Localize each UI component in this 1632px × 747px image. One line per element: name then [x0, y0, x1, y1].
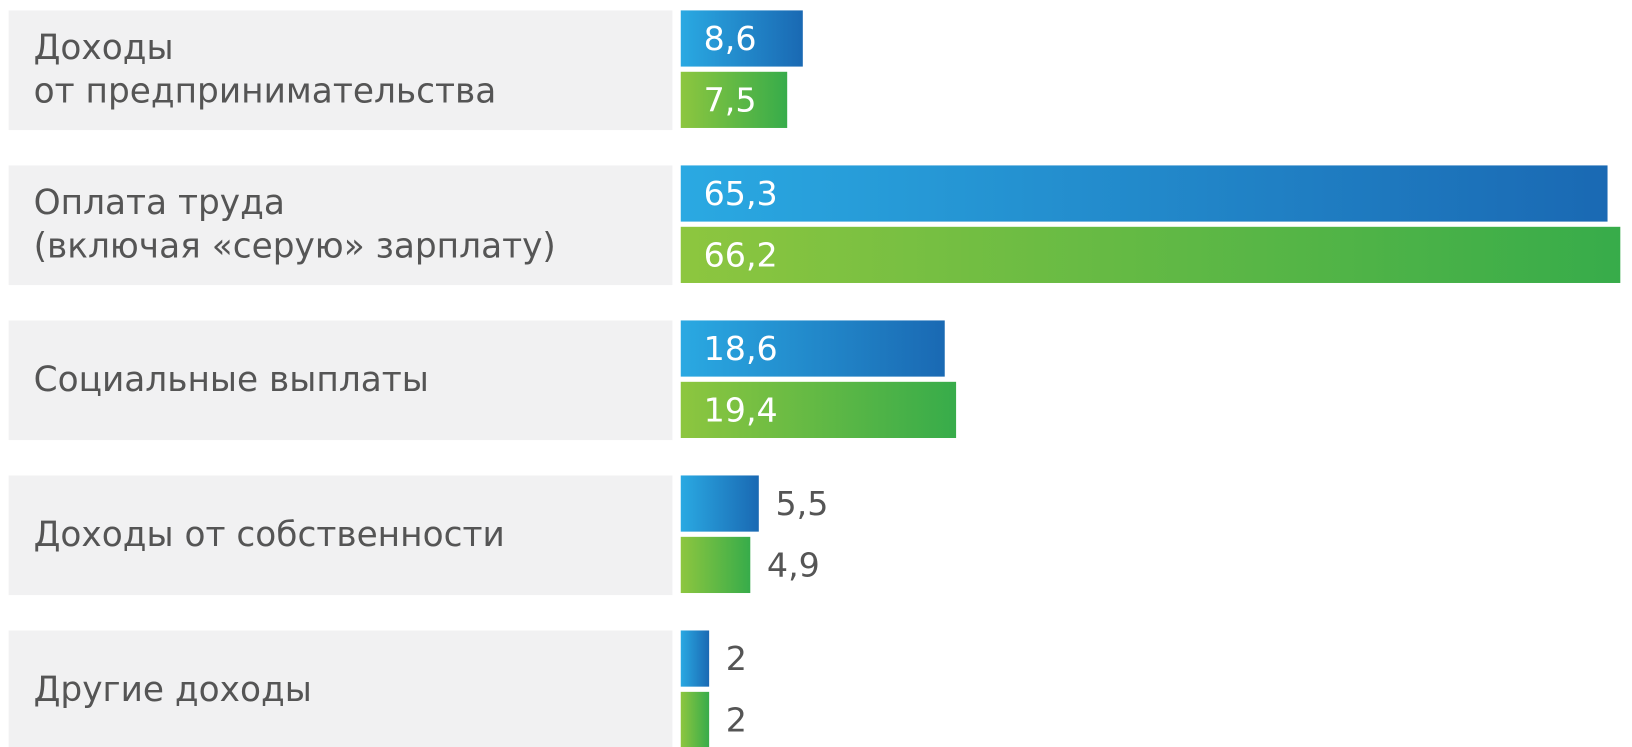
category-label: Доходы от предпринимательства — [34, 27, 497, 111]
category-label: Социальные выплаты — [34, 359, 429, 399]
value-label: 66,2 — [704, 235, 778, 274]
value-label: 18,6 — [704, 329, 778, 368]
value-label: 4,9 — [767, 546, 820, 585]
category-panel — [8, 475, 673, 596]
value-label: 8,6 — [704, 19, 757, 58]
bar — [680, 320, 945, 377]
bar — [680, 71, 788, 128]
bar — [680, 381, 957, 439]
category-panel — [8, 630, 673, 747]
bar — [680, 226, 1621, 283]
category-label: Оплата труда (включая «серую» зарплату) — [34, 182, 556, 266]
bar — [680, 165, 1608, 222]
value-label: 65,3 — [704, 174, 778, 213]
bar — [680, 630, 710, 687]
category-label: Другие доходы — [34, 669, 312, 709]
value-label: 2 — [726, 701, 747, 740]
category-panel — [8, 320, 673, 441]
category-panel — [8, 165, 673, 286]
category-panel — [8, 10, 673, 131]
bar — [680, 691, 710, 747]
bar — [680, 10, 803, 67]
value-label: 2 — [726, 639, 747, 678]
value-label: 19,4 — [704, 390, 778, 429]
value-label: 5,5 — [775, 484, 828, 523]
value-label: 7,5 — [704, 80, 757, 119]
bar — [680, 536, 751, 594]
category-label: Доходы от собственности — [34, 514, 505, 554]
bar — [680, 475, 759, 532]
